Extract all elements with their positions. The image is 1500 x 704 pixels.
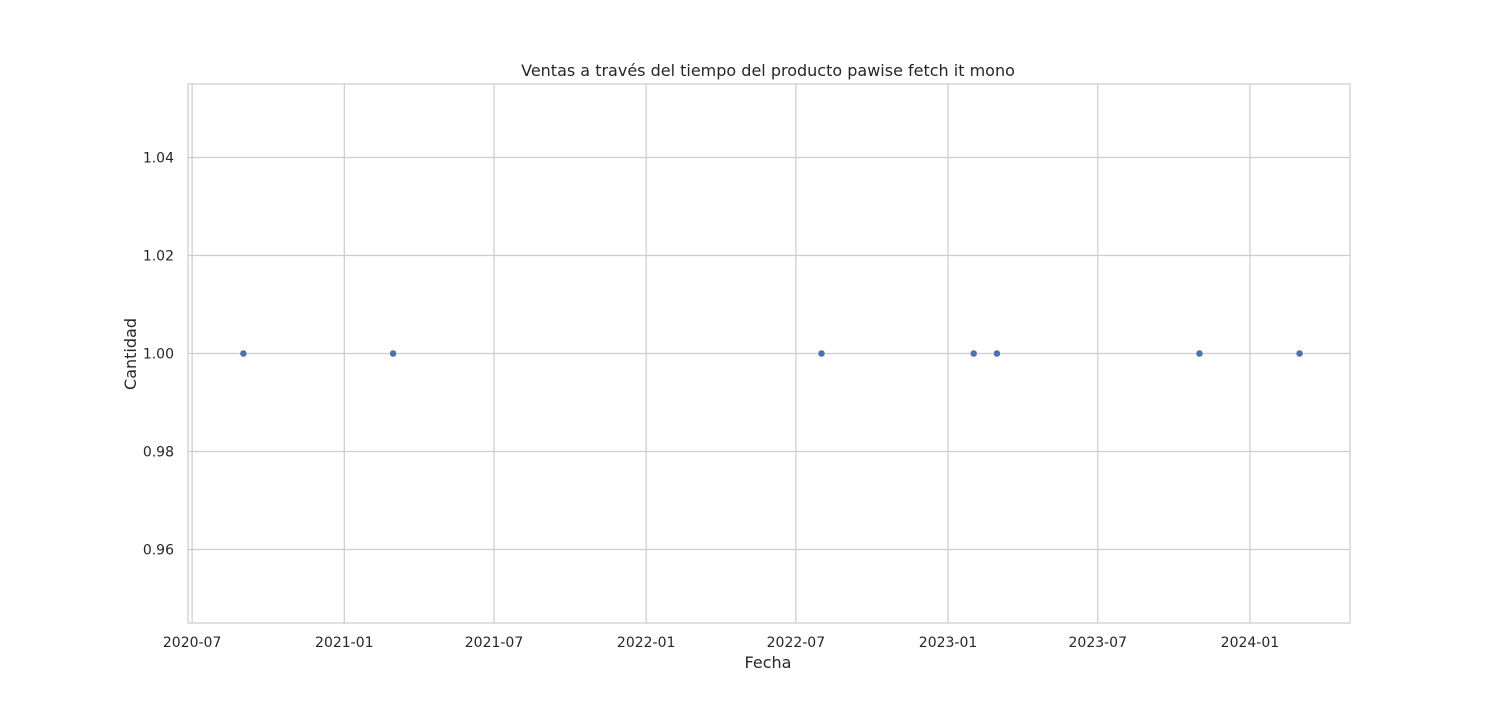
plot-frame xyxy=(187,83,1351,624)
data-point xyxy=(969,349,978,358)
y-tick-label: 1.02 xyxy=(143,249,174,265)
y-tick-label: 1.00 xyxy=(143,347,174,363)
x-tick-label: 2020-07 xyxy=(163,635,222,651)
data-point xyxy=(239,349,248,358)
x-tick-label: 2022-01 xyxy=(617,635,676,651)
x-tick-label: 2023-01 xyxy=(919,635,978,651)
data-point xyxy=(1195,349,1204,358)
x-tick-label: 2021-07 xyxy=(465,635,524,651)
y-axis-label: Cantidad xyxy=(121,318,140,390)
y-tick-label: 0.98 xyxy=(143,445,174,461)
y-tick-label: 0.96 xyxy=(143,543,174,559)
y-tick-labels: 0.96 0.98 1.00 1.02 1.04 xyxy=(143,151,174,559)
y-tick-label: 1.04 xyxy=(143,151,174,167)
data-point xyxy=(992,349,1001,358)
x-tick-label: 2022-07 xyxy=(767,635,826,651)
x-tick-label: 2023-07 xyxy=(1069,635,1128,651)
x-axis-label: Fecha xyxy=(745,653,792,672)
x-tick-label: 2024-01 xyxy=(1221,635,1280,651)
grid-layer xyxy=(188,84,1350,623)
x-tick-labels: 2020-07 2021-01 2021-07 2022-01 2022-07 2023-… xyxy=(163,635,1279,651)
data-point xyxy=(1295,349,1304,358)
data-point xyxy=(817,349,826,358)
x-tick-label: 2021-01 xyxy=(315,635,374,651)
data-point xyxy=(389,349,398,358)
chart-title: Ventas a través del tiempo del producto … xyxy=(521,61,1015,80)
data-points xyxy=(239,349,1304,358)
